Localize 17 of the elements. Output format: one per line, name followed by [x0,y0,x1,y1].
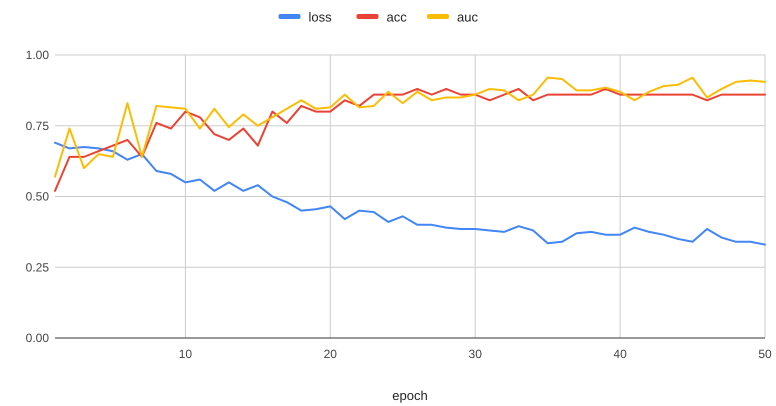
y-tick-label: 0.00 [26,331,50,346]
y-tick-label: 0.25 [26,260,50,274]
legend-label: acc [386,10,408,25]
legend-label: auc [457,10,478,25]
x-tick-label: 50 [758,347,772,361]
line-series [54,76,766,178]
x-tick-label: 40 [613,347,628,361]
x-tick-label: 10 [178,347,192,361]
y-tick-label: 1.00 [26,48,50,62]
legend-label: loss [308,10,332,25]
x-tick-label: 20 [324,347,338,361]
x-axis-title: epoch [392,388,428,403]
x-tick-label: 30 [468,347,482,361]
line-series [54,88,766,192]
y-tick-label: 0.75 [26,118,50,133]
y-tick-label: 0.50 [26,190,50,204]
line-series [54,142,766,246]
